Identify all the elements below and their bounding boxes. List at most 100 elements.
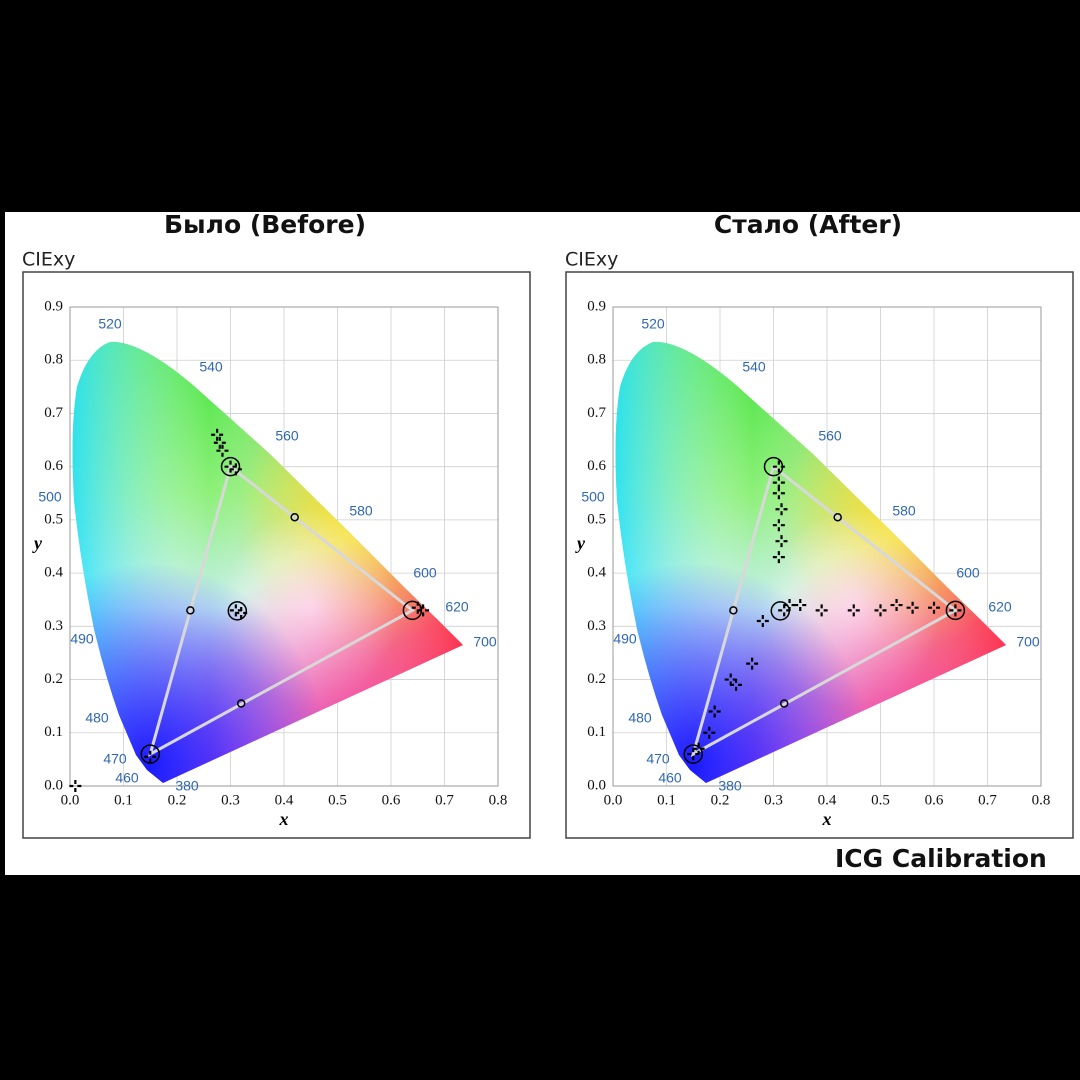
y-tick-label: 0.0 (587, 777, 606, 793)
target-point (945, 600, 966, 621)
x-tick-label: 0.5 (871, 792, 890, 808)
wavelength-label: 490 (613, 631, 637, 647)
wavelength-label: 700 (1016, 634, 1040, 650)
measured-point (229, 604, 242, 617)
measured-point (703, 726, 716, 739)
x-tick-label: 0.8 (489, 792, 508, 808)
frame (565, 271, 1074, 839)
wavelength-label: 470 (646, 751, 670, 767)
footer: ICG Calibration (835, 844, 1047, 873)
wavelength-label: 540 (199, 359, 223, 375)
y-tick-label: 0.6 (44, 458, 63, 474)
y-tick-label: 0.1 (44, 724, 63, 740)
x-tick-label: 0.8 (1032, 792, 1051, 808)
subtitle: CIExy (22, 249, 75, 271)
wavelength-label: 580 (892, 503, 916, 519)
y-tick-label: 0.1 (587, 724, 606, 740)
target-midpoint (186, 606, 195, 615)
measured-point (775, 503, 788, 516)
y-tick-label: 0.8 (587, 352, 606, 368)
wavelength-label: 620 (445, 599, 469, 615)
measured-point (772, 476, 785, 489)
x-tick-label: 0.0 (61, 792, 80, 808)
target-point (140, 744, 160, 764)
wavelength-label: 490 (70, 631, 94, 647)
measured-point (411, 601, 424, 614)
measured-point (783, 599, 796, 612)
target-midpoint (833, 512, 842, 522)
y-tick-label: 0.2 (587, 671, 606, 687)
y-tick-label: 0.2 (44, 671, 63, 687)
x-axis-label: x (822, 809, 832, 829)
y-tick-label: 0.7 (44, 405, 63, 421)
y-tick-label: 0.9 (587, 298, 606, 314)
measured-point (756, 615, 769, 628)
y-tick-label: 0.5 (587, 511, 606, 527)
gamut-triangle (690, 464, 959, 758)
y-tick-label: 0.4 (44, 565, 63, 581)
measured-point (216, 444, 229, 457)
measured-point (890, 599, 903, 612)
measured-point (794, 599, 807, 612)
y-tick-label: 0.6 (587, 458, 606, 474)
x-tick-label: 0.3 (764, 792, 783, 808)
wavelength-label: 380 (718, 778, 742, 794)
y-tick-label: 0.8 (44, 352, 63, 368)
measured-point (213, 436, 226, 449)
measured-point (708, 705, 721, 718)
gamut-triangle (147, 464, 416, 758)
y-tick-label: 0.7 (587, 405, 606, 421)
x-tick-label: 0.6 (382, 792, 401, 808)
wavelength-label: 560 (275, 428, 299, 444)
x-tick-label: 0.7 (435, 792, 454, 808)
wavelength-label: 600 (413, 565, 437, 581)
measured-point (692, 742, 705, 755)
chart-title: Стало (After) (714, 210, 902, 239)
x-tick-label: 0.7 (978, 792, 997, 808)
y-tick-label: 0.4 (587, 565, 606, 581)
wavelength-label: 560 (818, 428, 842, 444)
measured-point (772, 519, 785, 532)
x-tick-label: 0.3 (221, 792, 240, 808)
wavelength-label: 460 (658, 770, 682, 786)
measured-point (928, 601, 940, 614)
measured-point (847, 604, 860, 617)
y-tick-label: 0.5 (44, 511, 63, 527)
measured-point (746, 657, 759, 670)
wavelength-label: 600 (956, 565, 980, 581)
wavelength-label: 520 (98, 316, 122, 332)
wavelength-label: 520 (641, 316, 665, 332)
x-tick-label: 0.1 (657, 792, 676, 808)
plot-border (612, 306, 1042, 787)
measured-point (906, 601, 919, 614)
target-point (220, 456, 241, 477)
x-tick-label: 0.2 (168, 792, 187, 808)
target-point (402, 600, 423, 621)
measured-point (772, 460, 785, 473)
target-midpoint (729, 606, 738, 615)
wavelength-label: 700 (473, 634, 497, 650)
measured-point (730, 678, 743, 691)
x-tick-label: 0.2 (711, 792, 730, 808)
plot-border (69, 306, 499, 787)
target-midpoint (236, 699, 246, 708)
wavelength-label: 540 (742, 359, 766, 375)
wavelength-label: 580 (349, 503, 373, 519)
measured-point (417, 604, 430, 617)
y-tick-label: 0.0 (44, 777, 63, 793)
wavelength-label: 380 (175, 778, 199, 794)
target-midpoint (290, 512, 299, 522)
measured-point (772, 551, 785, 564)
measured-point (772, 487, 785, 500)
measured-point (874, 604, 887, 617)
target-point (227, 601, 248, 621)
x-tick-label: 0.4 (275, 792, 294, 808)
measured-point (144, 750, 157, 763)
frame (22, 271, 531, 839)
x-tick-label: 0.4 (818, 792, 837, 808)
target-midpoint (779, 699, 789, 708)
measured-point (235, 607, 248, 620)
measured-point (949, 604, 962, 617)
chart-title: Было (Before) (164, 210, 366, 239)
